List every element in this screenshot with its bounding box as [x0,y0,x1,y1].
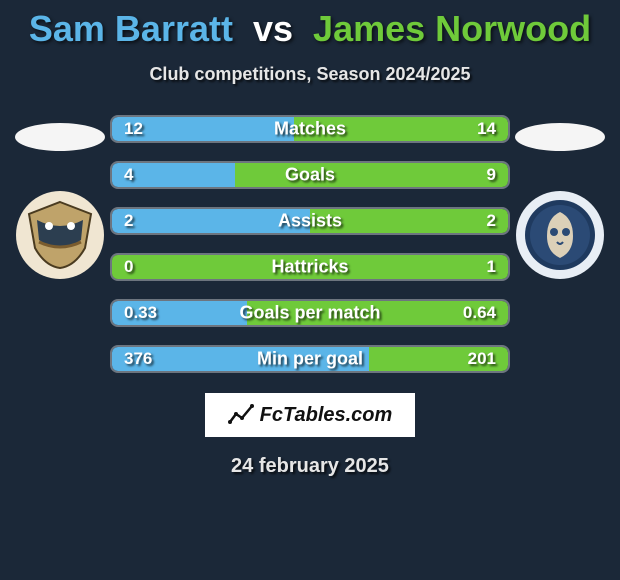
stat-value-left: 4 [124,165,133,185]
player2-name: James Norwood [313,8,591,49]
stat-value-left: 0.33 [124,303,157,323]
stat-value-right: 2 [487,211,496,231]
attribution-text: FcTables.com [260,404,393,427]
date-label: 24 february 2025 [0,455,620,478]
stat-value-right: 0.64 [463,303,496,323]
stat-value-right: 201 [468,349,496,369]
player2-column [510,115,610,279]
stat-label: Goals [285,165,335,186]
comparison-container: 12 Matches 14 4 Goals 9 2 Assists 2 0 Ha… [0,115,620,478]
stat-label: Assists [278,211,342,232]
stat-value-right: 1 [487,257,496,277]
stat-label: Goals per match [239,303,380,324]
stat-label: Hattricks [271,257,348,278]
stat-row-goals: 4 Goals 9 [110,161,510,189]
comparison-title: Sam Barratt vs James Norwood [0,0,620,50]
stat-value-right: 9 [487,165,496,185]
player1-club-badge [16,191,104,279]
stat-row-hattricks: 0 Hattricks 1 [110,253,510,281]
stat-bars: 12 Matches 14 4 Goals 9 2 Assists 2 0 Ha… [110,115,510,373]
stat-value-left: 12 [124,119,143,139]
stat-value-left: 376 [124,349,152,369]
stat-bar-right [235,163,508,187]
stat-row-min-per-goal: 376 Min per goal 201 [110,345,510,373]
stat-label: Min per goal [257,349,363,370]
club-crest-left-icon [25,200,95,270]
vs-separator: vs [253,8,293,49]
stat-label: Matches [274,119,346,140]
stat-row-matches: 12 Matches 14 [110,115,510,143]
stat-row-assists: 2 Assists 2 [110,207,510,235]
player1-name: Sam Barratt [29,8,233,49]
stat-value-left: 0 [124,257,133,277]
player1-photo-placeholder [15,123,105,151]
player1-column [10,115,110,279]
player2-photo-placeholder [515,123,605,151]
player2-club-badge [516,191,604,279]
stat-value-left: 2 [124,211,133,231]
club-crest-right-icon [523,198,597,272]
subtitle: Club competitions, Season 2024/2025 [0,64,620,85]
stat-value-right: 14 [477,119,496,139]
stat-row-goals-per-match: 0.33 Goals per match 0.64 [110,299,510,327]
chart-icon [228,404,254,426]
attribution-box: FcTables.com [205,393,415,437]
